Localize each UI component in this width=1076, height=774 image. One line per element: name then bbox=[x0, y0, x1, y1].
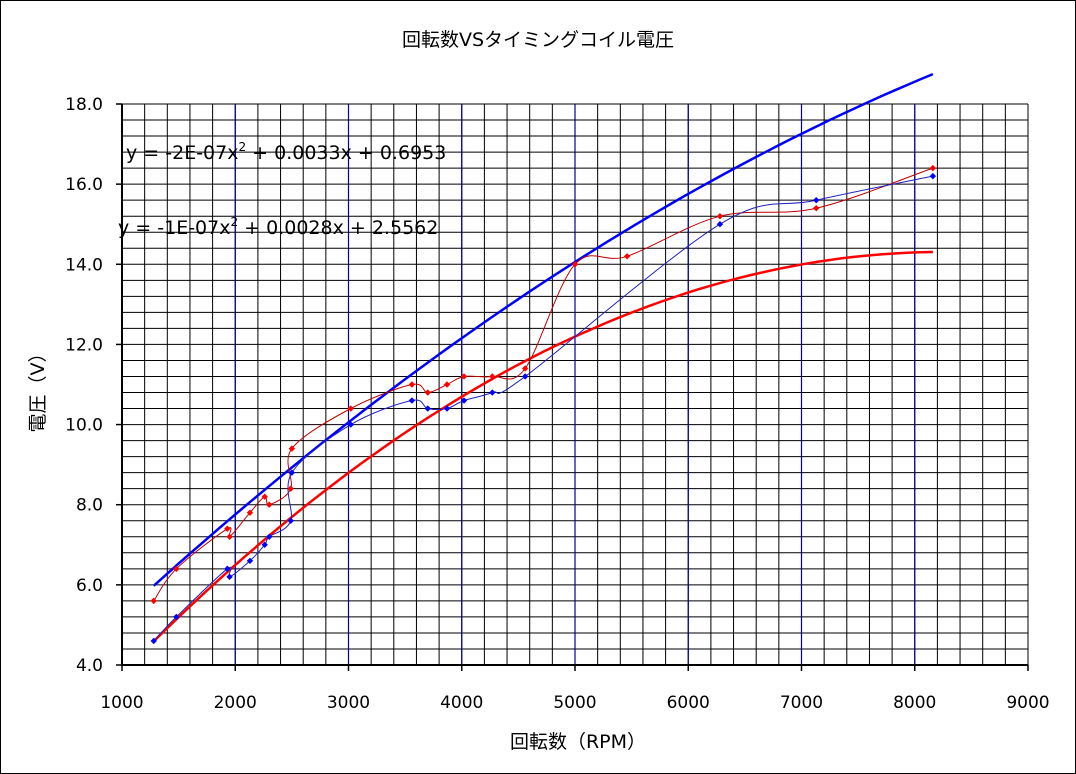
data-point-red bbox=[224, 525, 231, 532]
data-point-red bbox=[246, 509, 254, 516]
data-point-blue bbox=[173, 613, 180, 621]
data-point-red bbox=[443, 381, 451, 388]
data-point-blue bbox=[266, 533, 273, 540]
data-point-blue bbox=[521, 373, 529, 380]
data-point-red bbox=[716, 213, 724, 220]
data-point-red bbox=[150, 597, 157, 605]
y-tick-label: 12.0 bbox=[65, 335, 103, 355]
x-tick-label: 2000 bbox=[214, 693, 257, 713]
y-tick-label: 10.0 bbox=[65, 416, 103, 436]
data-point-blue bbox=[929, 172, 937, 180]
data-point-blue bbox=[489, 389, 496, 396]
axes bbox=[116, 103, 1029, 671]
y-tick-label: 18.0 bbox=[65, 95, 103, 115]
data-point-blue bbox=[287, 517, 294, 524]
x-tick-label: 9000 bbox=[1006, 693, 1049, 713]
data-point-blue bbox=[150, 637, 157, 645]
data-point-red bbox=[408, 381, 416, 388]
x-tick-label: 6000 bbox=[667, 693, 710, 713]
data-point-red bbox=[623, 253, 631, 260]
x-axis-label: 回転数（RPM） bbox=[510, 731, 646, 753]
x-tick-label: 1000 bbox=[100, 693, 143, 713]
data-point-red bbox=[261, 493, 268, 500]
data-point-blue bbox=[261, 541, 268, 548]
data-point-red bbox=[489, 373, 496, 380]
y-axis-label: 電圧（V） bbox=[27, 344, 49, 433]
y-tick-label: 16.0 bbox=[65, 175, 103, 195]
data-point-red bbox=[226, 533, 233, 540]
data-point-blue bbox=[443, 405, 451, 412]
data-point-blue bbox=[288, 469, 296, 476]
data-point-blue bbox=[460, 397, 468, 404]
data-point-blue bbox=[408, 397, 416, 404]
series-layer bbox=[150, 72, 937, 645]
y-tick-label: 8.0 bbox=[76, 496, 103, 516]
chart-title: 回転数VSタイミングコイル電圧 bbox=[402, 29, 674, 51]
data-point-blue bbox=[224, 565, 231, 573]
data-point-blue bbox=[716, 221, 724, 228]
x-tick-label: 3000 bbox=[327, 693, 370, 713]
x-tick-label: 8000 bbox=[893, 693, 936, 713]
trendline-equation-blue: y = -1E-07x2 + 0.0028x + 2.5562 bbox=[118, 215, 438, 239]
data-point-red bbox=[173, 565, 180, 573]
tick-labels: 1000 2000 3000 4000 5000 6000 7000 8000 9000 4.0 6… bbox=[65, 95, 1049, 713]
data-point-red bbox=[424, 389, 431, 396]
data-point-red bbox=[929, 164, 937, 172]
series-line-red bbox=[153, 167, 934, 602]
data-point-blue bbox=[226, 573, 233, 581]
data-point-red bbox=[287, 485, 294, 492]
data-point-red bbox=[266, 501, 273, 508]
data-point-red bbox=[571, 261, 579, 268]
data-point-red bbox=[813, 204, 820, 212]
data-point-red bbox=[521, 365, 529, 372]
trendline-equation-red: y = -2E-07x2 + 0.0033x + 0.6953 bbox=[126, 140, 446, 164]
data-point-blue bbox=[813, 196, 820, 204]
y-tick-label: 6.0 bbox=[76, 576, 103, 596]
data-point-red bbox=[288, 445, 296, 452]
data-point-blue bbox=[424, 405, 431, 412]
data-point-blue bbox=[347, 421, 354, 428]
y-tick-label: 14.0 bbox=[65, 255, 103, 275]
x-tick-label: 4000 bbox=[440, 693, 483, 713]
major-grid bbox=[234, 104, 916, 665]
x-tick-label: 5000 bbox=[553, 693, 596, 713]
trendline-red bbox=[152, 250, 933, 643]
data-point-red bbox=[460, 373, 468, 380]
data-point-blue bbox=[246, 557, 254, 565]
trendline-blue bbox=[152, 72, 934, 587]
x-tick-label: 7000 bbox=[780, 693, 823, 713]
data-point-red bbox=[347, 405, 354, 412]
y-tick-label: 4.0 bbox=[76, 656, 103, 676]
